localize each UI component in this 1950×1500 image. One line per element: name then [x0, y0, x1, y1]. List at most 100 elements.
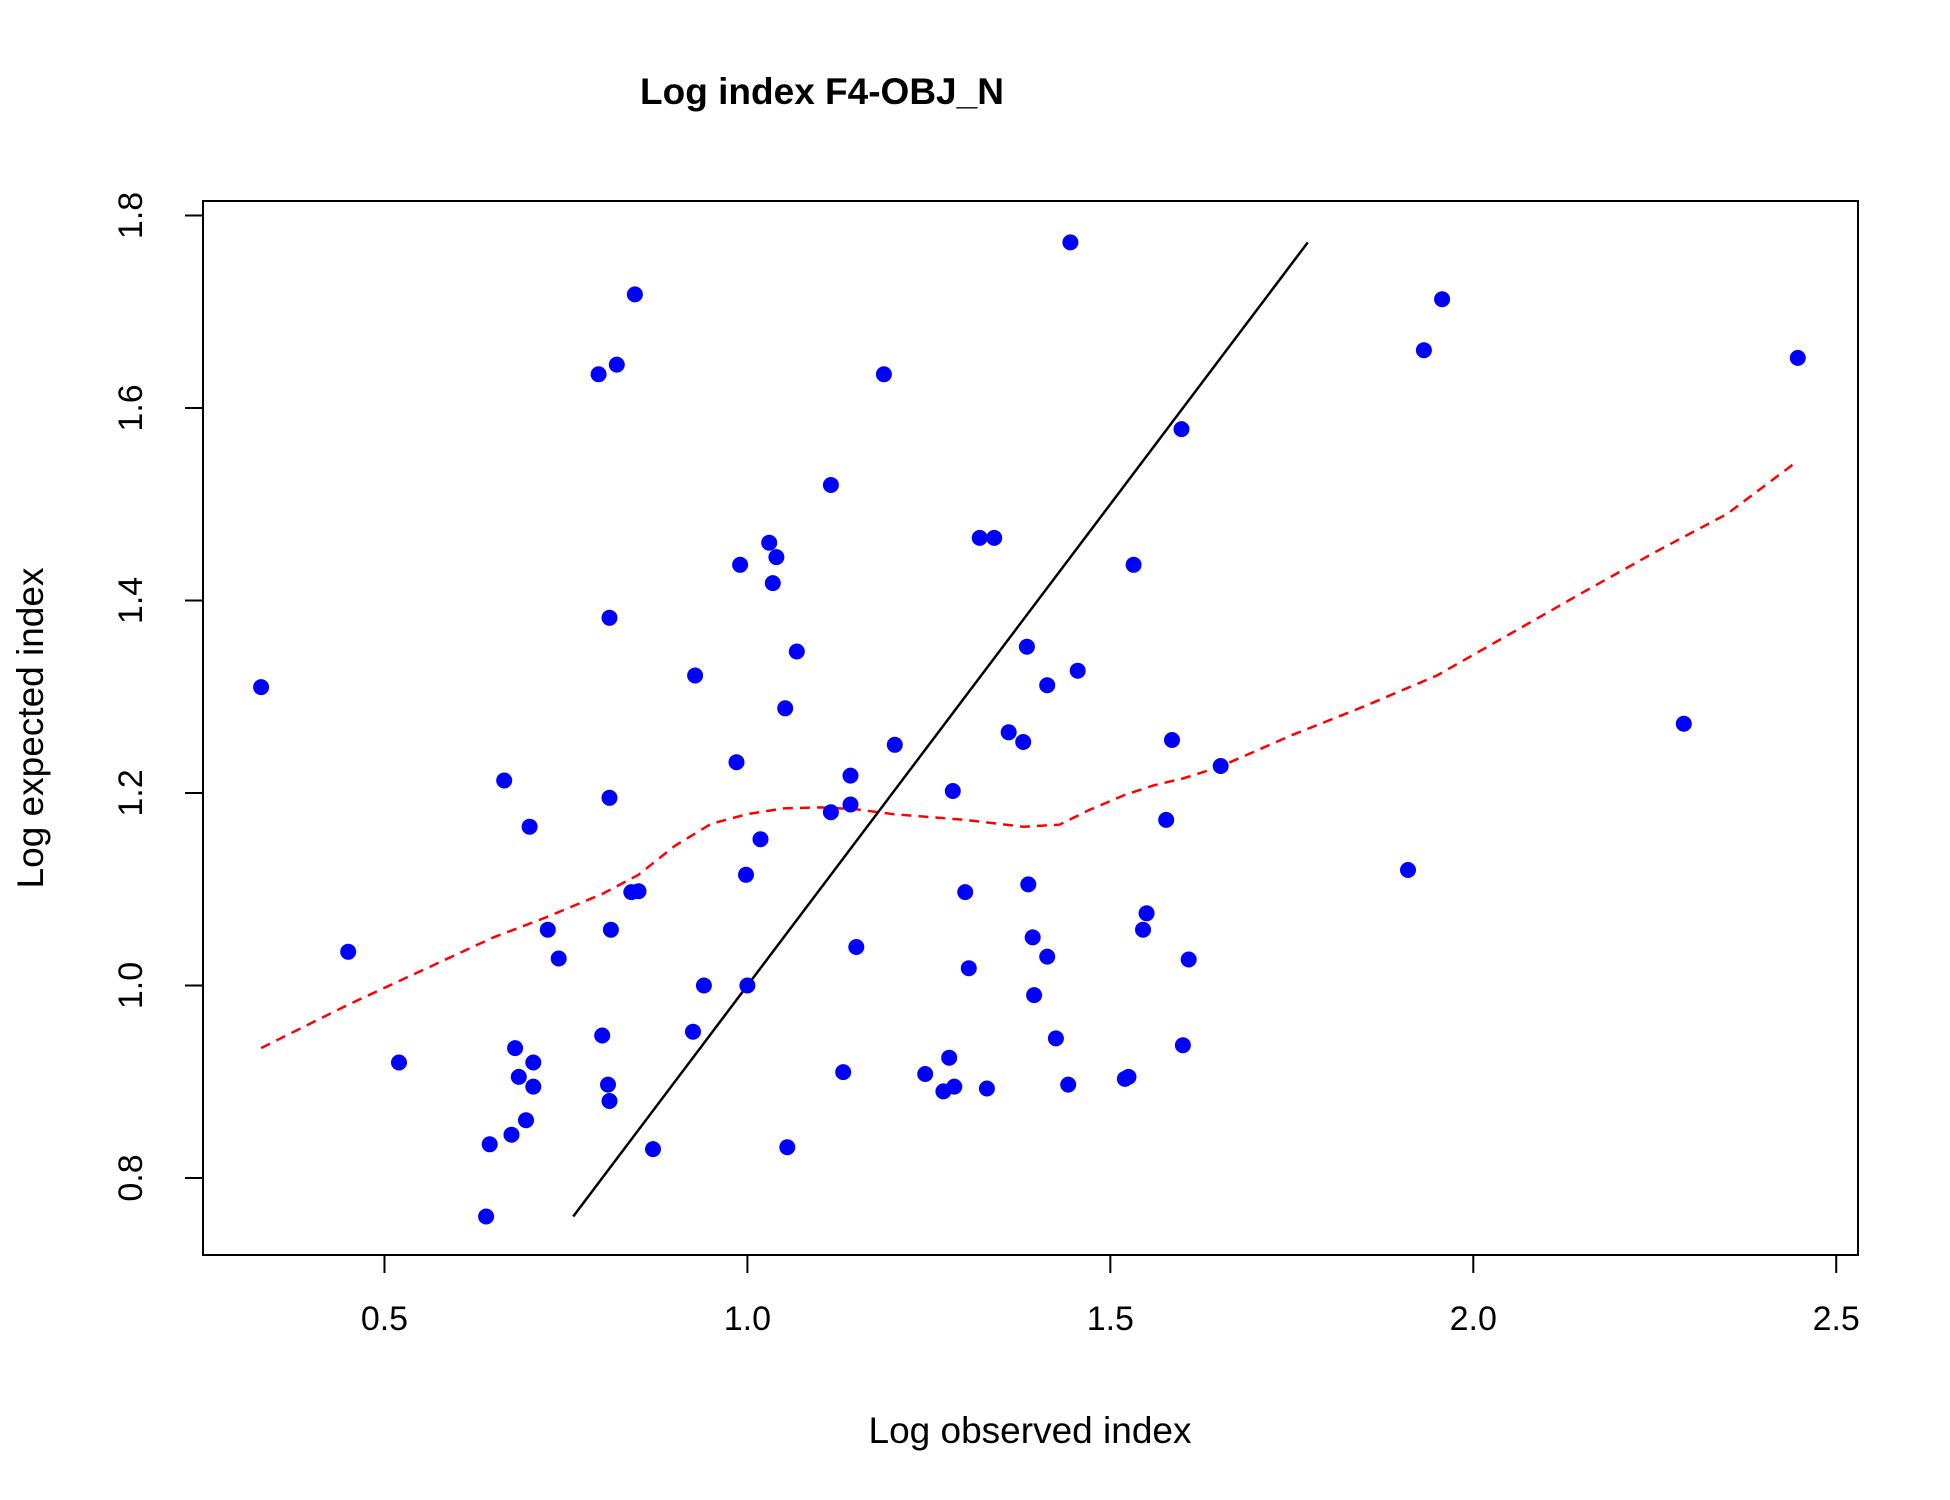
data-point: [600, 1076, 616, 1093]
data-point: [732, 556, 749, 573]
x-tick-label: 2.5: [1813, 1300, 1860, 1338]
y-axis-label: Log expected index: [10, 567, 51, 888]
data-point: [601, 789, 618, 806]
data-point: [1000, 724, 1017, 741]
identity-line: [572, 241, 1309, 1218]
data-point: [1120, 1068, 1137, 1085]
y-tick-label: 1.6: [112, 384, 150, 431]
data-point: [1039, 677, 1056, 694]
data-point: [779, 1139, 796, 1156]
data-point: [1060, 1076, 1077, 1093]
data-point: [768, 549, 785, 566]
data-point: [695, 977, 712, 994]
data-point: [822, 804, 839, 821]
data-point: [978, 1080, 995, 1097]
data-point: [253, 679, 270, 696]
data-point: [752, 831, 769, 848]
data-point: [601, 609, 618, 626]
y-tick-label: 1.2: [112, 769, 150, 816]
x-tick-label: 1.5: [1087, 1300, 1134, 1338]
data-point: [391, 1054, 407, 1071]
data-point: [971, 529, 988, 546]
data-point: [728, 754, 745, 771]
data-point: [960, 960, 977, 977]
data-point: [602, 921, 619, 938]
data-point: [886, 736, 903, 753]
x-axis: 0.5 1.0 1.5 2.0 2.5: [361, 1254, 1860, 1338]
y-tick-label: 1.4: [112, 577, 150, 624]
x-tick-label: 1.0: [724, 1300, 771, 1338]
data-point: [1158, 811, 1175, 828]
data-point: [777, 700, 794, 717]
y-axis: 0.8 1.0 1.2 1.4 1.6 1.8: [112, 192, 204, 1202]
data-point: [1675, 715, 1692, 732]
data-point: [1138, 905, 1155, 922]
data-point: [842, 796, 859, 813]
data-point: [496, 772, 513, 789]
data-point: [875, 366, 892, 383]
data-point: [478, 1208, 495, 1225]
data-point: [739, 977, 756, 994]
data-point: [340, 943, 357, 960]
data-point: [1180, 951, 1197, 968]
data-point: [1164, 732, 1180, 748]
data-point: [1125, 556, 1142, 573]
data-point: [986, 529, 1003, 546]
data-point: [507, 1040, 524, 1057]
data-point: [1789, 349, 1806, 366]
data-point: [738, 866, 754, 883]
smooth-curve-layer: [260, 459, 1799, 1050]
data-point: [1212, 758, 1229, 774]
data-point: [539, 921, 556, 938]
data-point: [957, 884, 974, 901]
data-point: [946, 1078, 963, 1095]
data-point: [1024, 929, 1041, 946]
data-point: [1026, 987, 1043, 1004]
data-point: [521, 818, 538, 835]
identity-line-layer: [572, 241, 1309, 1218]
data-point: [1135, 921, 1151, 938]
data-point: [1020, 876, 1037, 893]
data-point: [590, 366, 607, 383]
y-tick-label: 1.8: [112, 192, 150, 239]
data-point: [941, 1049, 958, 1066]
data-point: [1174, 1037, 1191, 1054]
data-point: [1069, 662, 1086, 679]
data-point: [503, 1126, 520, 1143]
data-point: [685, 1023, 701, 1040]
data-point: [788, 643, 805, 660]
data-point: [510, 1068, 527, 1085]
data-point: [630, 883, 647, 900]
y-tick-label: 0.8: [112, 1154, 150, 1201]
data-point: [550, 950, 567, 967]
data-point: [525, 1078, 542, 1095]
data-point: [1415, 342, 1432, 359]
x-tick-label: 2.0: [1450, 1300, 1497, 1338]
data-point: [1173, 421, 1190, 438]
data-point: [1400, 862, 1416, 878]
data-points: [253, 234, 1806, 1225]
data-point: [1018, 638, 1035, 655]
data-point: [1039, 948, 1056, 965]
data-point: [842, 767, 859, 784]
data-point: [481, 1136, 498, 1153]
data-point: [1062, 234, 1079, 251]
data-point: [764, 575, 781, 592]
data-point: [626, 286, 643, 303]
smooth-curve: [260, 459, 1799, 1050]
data-point: [518, 1112, 534, 1129]
data-point: [594, 1027, 611, 1044]
data-point: [645, 1141, 661, 1158]
data-point: [1015, 734, 1032, 750]
data-point: [608, 356, 625, 373]
data-point: [944, 783, 961, 799]
data-point: [687, 667, 704, 684]
data-point: [1047, 1030, 1064, 1047]
data-point: [525, 1054, 542, 1071]
data-point: [761, 534, 778, 551]
data-point: [822, 477, 839, 493]
data-point: [917, 1066, 934, 1082]
data-point: [848, 939, 865, 955]
plot-frame: [202, 200, 1859, 1256]
